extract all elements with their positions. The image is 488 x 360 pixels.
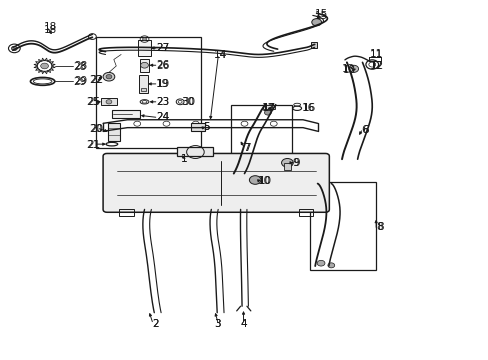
- Circle shape: [327, 263, 334, 268]
- Text: 27: 27: [156, 43, 169, 53]
- Text: 9: 9: [293, 158, 299, 168]
- Text: 25: 25: [86, 97, 99, 107]
- Text: 19: 19: [156, 79, 169, 89]
- Circle shape: [249, 176, 261, 184]
- Text: 23: 23: [156, 97, 169, 107]
- Bar: [119, 210, 134, 216]
- Bar: [139, 75, 148, 93]
- Bar: [112, 111, 140, 118]
- Text: 7: 7: [244, 143, 251, 153]
- Circle shape: [41, 63, 48, 69]
- Text: 26: 26: [156, 61, 169, 71]
- Text: 16: 16: [303, 103, 316, 113]
- FancyBboxPatch shape: [103, 153, 329, 212]
- Text: 21: 21: [87, 140, 101, 150]
- Text: 20: 20: [90, 124, 103, 134]
- Text: 17: 17: [261, 103, 274, 113]
- Text: 8: 8: [375, 222, 382, 232]
- Text: 12: 12: [370, 61, 384, 71]
- Text: 10: 10: [258, 176, 271, 186]
- Text: 16: 16: [302, 103, 315, 113]
- Circle shape: [264, 110, 271, 115]
- Bar: [263, 105, 275, 109]
- Text: 3: 3: [214, 319, 221, 329]
- Circle shape: [103, 72, 115, 81]
- Text: 5: 5: [203, 122, 209, 132]
- Bar: [283, 163, 291, 170]
- Text: 23: 23: [157, 97, 170, 107]
- Text: 4: 4: [240, 319, 246, 329]
- Text: 30: 30: [182, 97, 195, 107]
- Text: 18: 18: [43, 25, 57, 35]
- Text: 1: 1: [181, 154, 187, 164]
- Text: 15: 15: [315, 11, 328, 21]
- Text: 5: 5: [203, 122, 209, 132]
- Text: 4: 4: [240, 319, 246, 329]
- Bar: [230, 105, 292, 175]
- Text: 21: 21: [86, 140, 99, 150]
- Text: 29: 29: [73, 77, 86, 87]
- Text: 10: 10: [259, 176, 272, 186]
- Text: 1: 1: [181, 154, 187, 164]
- Bar: [138, 40, 151, 56]
- Text: 13: 13: [341, 64, 354, 74]
- Bar: [310, 182, 375, 270]
- Bar: [96, 37, 200, 148]
- Circle shape: [106, 100, 112, 104]
- Text: 8: 8: [376, 222, 383, 232]
- Text: 20: 20: [89, 124, 102, 134]
- Text: 17: 17: [263, 103, 276, 113]
- Circle shape: [281, 158, 293, 167]
- Text: 29: 29: [74, 76, 87, 86]
- Text: 22: 22: [90, 75, 103, 85]
- Bar: [177, 147, 213, 156]
- Circle shape: [317, 260, 325, 266]
- Text: 9: 9: [292, 158, 298, 168]
- Bar: [311, 41, 317, 48]
- Text: 27: 27: [157, 43, 170, 53]
- Circle shape: [11, 46, 17, 50]
- Text: 30: 30: [181, 97, 194, 107]
- Text: 14: 14: [214, 50, 227, 60]
- Text: 2: 2: [152, 319, 159, 329]
- Text: 19: 19: [157, 79, 170, 89]
- Bar: [140, 59, 149, 72]
- Text: 11: 11: [369, 50, 383, 60]
- Bar: [101, 98, 117, 105]
- Text: 15: 15: [315, 9, 328, 19]
- Circle shape: [141, 62, 148, 68]
- Circle shape: [142, 38, 146, 41]
- Text: 22: 22: [89, 75, 102, 85]
- Text: 25: 25: [87, 97, 101, 107]
- Text: 24: 24: [157, 112, 170, 122]
- Circle shape: [348, 65, 358, 72]
- Text: 13: 13: [342, 64, 355, 75]
- Text: 7: 7: [243, 143, 250, 153]
- Bar: [298, 210, 313, 216]
- Text: 3: 3: [214, 319, 221, 329]
- Text: 28: 28: [73, 62, 86, 72]
- Text: 6: 6: [362, 125, 368, 135]
- Circle shape: [106, 75, 112, 79]
- Bar: [141, 88, 146, 91]
- Text: 18: 18: [43, 22, 57, 32]
- Bar: [190, 123, 205, 131]
- Text: 26: 26: [157, 60, 170, 70]
- Text: 2: 2: [152, 319, 159, 329]
- Text: 11: 11: [369, 49, 383, 59]
- Circle shape: [311, 19, 321, 26]
- Text: 12: 12: [369, 61, 383, 71]
- Bar: [108, 123, 120, 140]
- Text: 24: 24: [156, 112, 169, 122]
- Text: 14: 14: [214, 50, 227, 60]
- Text: 28: 28: [74, 61, 87, 71]
- Text: 6: 6: [361, 125, 367, 135]
